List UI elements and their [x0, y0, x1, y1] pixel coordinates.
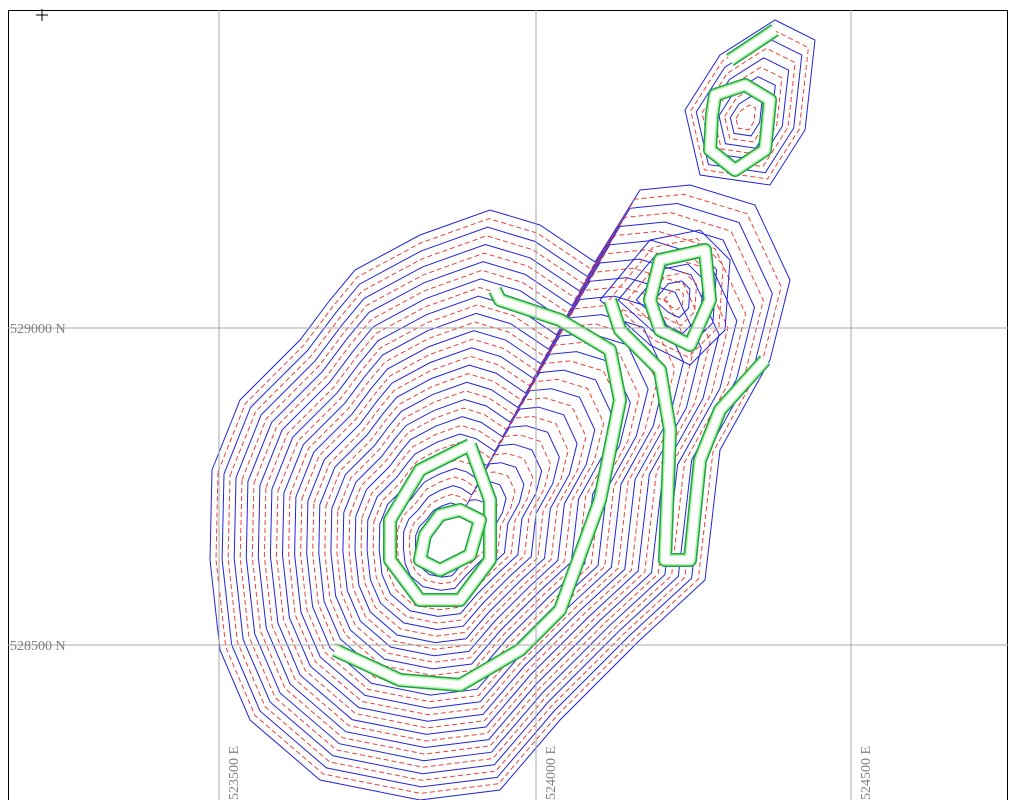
map-frame [9, 11, 1008, 800]
northing-label: 528500 N [10, 639, 66, 654]
map-view: 529000 N 528500 N 523500 E 524000 E 5245… [0, 0, 1009, 800]
easting-label: 524000 E [544, 746, 559, 800]
easting-label: 524500 E [859, 746, 874, 800]
northing-label: 529000 N [10, 322, 66, 337]
easting-label: 523500 E [227, 746, 242, 800]
page: 529000 N 528500 N 523500 E 524000 E 5245… [0, 0, 1009, 800]
